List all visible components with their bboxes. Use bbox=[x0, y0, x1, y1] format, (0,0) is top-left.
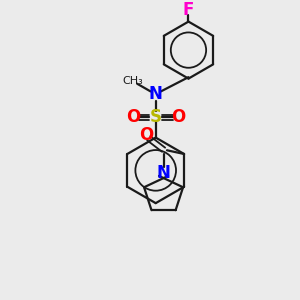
Text: N: N bbox=[149, 85, 163, 103]
Text: F: F bbox=[183, 1, 194, 19]
Text: CH₃: CH₃ bbox=[122, 76, 143, 86]
Text: S: S bbox=[150, 108, 162, 126]
Text: O: O bbox=[139, 127, 153, 145]
Text: O: O bbox=[126, 108, 141, 126]
Text: O: O bbox=[171, 108, 185, 126]
Text: N: N bbox=[157, 164, 170, 182]
